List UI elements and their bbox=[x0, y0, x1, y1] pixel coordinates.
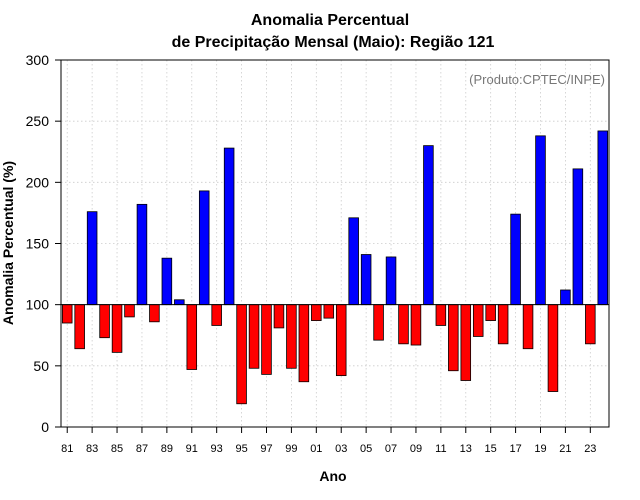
bar-86 bbox=[124, 304, 135, 318]
x-tick-label-83: 83 bbox=[86, 443, 98, 455]
bar-87 bbox=[136, 203, 148, 306]
x-tick-label-91: 91 bbox=[186, 443, 198, 455]
x-tick-label-11: 11 bbox=[435, 443, 446, 455]
x-tick-label-23: 23 bbox=[584, 443, 596, 455]
bar-23 bbox=[585, 304, 596, 345]
x-tick-label-13: 13 bbox=[460, 443, 472, 455]
chart-title-line-2: de Precipitação Mensal (Maio): Região 12… bbox=[172, 34, 495, 51]
bar-91 bbox=[186, 304, 198, 370]
bar-18 bbox=[522, 304, 534, 350]
x-tick-label-93: 93 bbox=[211, 443, 223, 455]
x-tick-label-15: 15 bbox=[485, 443, 497, 455]
y-tick-label-3: 150 bbox=[26, 236, 50, 252]
bar-09 bbox=[410, 304, 422, 346]
x-tick-label-97: 97 bbox=[260, 443, 272, 455]
bar-21 bbox=[560, 289, 571, 306]
bar-04 bbox=[348, 217, 359, 306]
x-tick-label-09: 09 bbox=[410, 443, 422, 455]
y-tick-label-4: 200 bbox=[26, 174, 50, 190]
bar-24 bbox=[597, 130, 609, 306]
x-tick-label-19: 19 bbox=[534, 443, 546, 455]
bar-03 bbox=[335, 304, 347, 377]
bar-85 bbox=[111, 304, 123, 353]
bar-07 bbox=[385, 256, 397, 306]
bar-95 bbox=[236, 304, 247, 405]
x-tick-label-87: 87 bbox=[136, 443, 148, 455]
bar-83 bbox=[86, 211, 98, 306]
bar-12 bbox=[448, 304, 459, 372]
bar-19 bbox=[535, 135, 546, 306]
y-axis-ticks: 0 50 100 150 200 250 300 bbox=[26, 52, 61, 435]
y-tick-label-1: 50 bbox=[33, 358, 49, 374]
bar-92 bbox=[198, 190, 210, 306]
bar-89 bbox=[161, 257, 173, 306]
bar-82 bbox=[74, 304, 85, 350]
y-tick-label-0: 0 bbox=[41, 419, 49, 435]
bar-99 bbox=[286, 304, 297, 369]
bar-11 bbox=[435, 304, 447, 326]
x-tick-label-85: 85 bbox=[111, 443, 123, 455]
bar-97 bbox=[261, 304, 272, 375]
bar-10 bbox=[423, 145, 434, 306]
bar-84 bbox=[99, 304, 110, 339]
x-tick-label-21: 21 bbox=[559, 443, 571, 455]
x-axis-ticks: 81 83 85 87 89 91 93 95 97 99 01 03 05 07 09 11 13 15 17 19… bbox=[61, 427, 596, 455]
bar-layer bbox=[61, 130, 609, 405]
bar-90 bbox=[174, 299, 185, 306]
bar-81 bbox=[61, 304, 73, 324]
bar-98 bbox=[273, 304, 285, 329]
bar-14 bbox=[472, 304, 484, 337]
bar-00 bbox=[298, 304, 310, 383]
bar-20 bbox=[547, 304, 559, 392]
bar-02 bbox=[323, 304, 335, 319]
bar-96 bbox=[248, 304, 260, 369]
x-tick-label-89: 89 bbox=[161, 443, 173, 455]
credit-text: (Produto:CPTEC/INPE) bbox=[469, 72, 605, 87]
bar-08 bbox=[398, 304, 409, 345]
bar-01 bbox=[311, 304, 322, 321]
y-tick-label-2: 100 bbox=[26, 297, 50, 313]
bar-22 bbox=[572, 168, 584, 306]
bar-15 bbox=[485, 304, 496, 321]
bar-06 bbox=[373, 304, 384, 341]
x-tick-label-07: 07 bbox=[385, 443, 397, 455]
x-tick-label-95: 95 bbox=[235, 443, 247, 455]
x-axis-label: Ano bbox=[319, 468, 346, 484]
bar-16 bbox=[497, 304, 509, 345]
y-tick-label-5: 250 bbox=[26, 113, 50, 129]
bar-05 bbox=[360, 254, 372, 306]
y-tick-label-6: 300 bbox=[26, 52, 50, 68]
x-tick-label-17: 17 bbox=[509, 443, 521, 455]
bar-17 bbox=[510, 213, 521, 306]
chart-title-line-1: Anomalia Percentual bbox=[251, 12, 409, 29]
x-tick-label-01: 01 bbox=[310, 443, 322, 455]
y-axis-label: Anomalia Percentual (%) bbox=[0, 161, 16, 325]
bar-93 bbox=[211, 304, 222, 326]
x-tick-label-81: 81 bbox=[61, 443, 73, 455]
x-tick-label-99: 99 bbox=[285, 443, 297, 455]
x-tick-label-05: 05 bbox=[360, 443, 372, 455]
x-tick-label-03: 03 bbox=[335, 443, 347, 455]
bar-13 bbox=[460, 304, 472, 381]
bar-88 bbox=[149, 304, 160, 323]
bar-94 bbox=[223, 147, 235, 306]
